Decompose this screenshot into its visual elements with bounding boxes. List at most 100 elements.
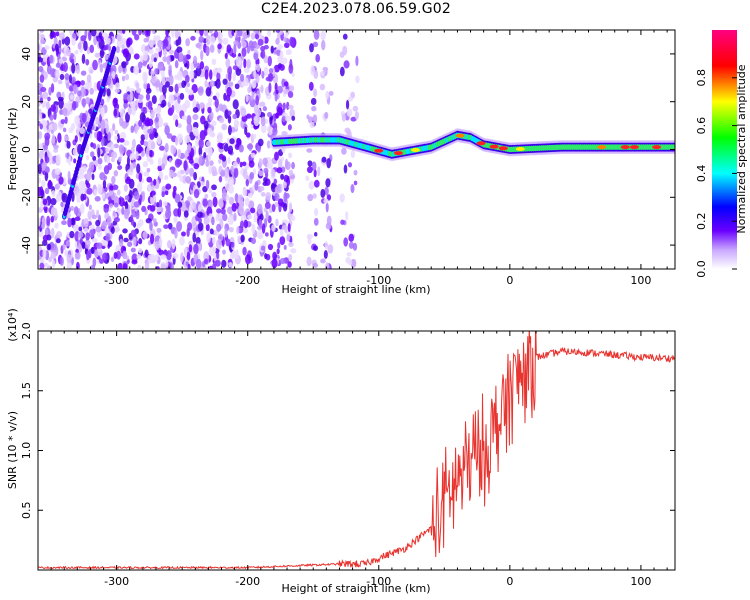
noise-blob xyxy=(339,193,345,203)
noise-blob xyxy=(266,140,271,149)
noise-blob xyxy=(145,147,150,158)
noise-blob xyxy=(328,91,334,96)
noise-blob xyxy=(53,110,57,121)
noise-blob xyxy=(254,33,260,40)
noise-blob xyxy=(70,123,76,131)
noise-blob xyxy=(248,40,254,49)
noise-blob xyxy=(239,161,243,168)
noise-blob xyxy=(204,258,209,265)
noise-blob xyxy=(121,206,125,216)
noise-blob xyxy=(64,73,70,81)
noise-blob xyxy=(326,194,332,201)
noise-blob xyxy=(38,163,42,175)
noise-blob xyxy=(175,136,179,146)
noise-blob xyxy=(158,237,163,247)
noise-blob xyxy=(126,155,130,166)
noise-blob xyxy=(341,113,347,122)
noise-blob xyxy=(78,180,85,190)
noise-blob xyxy=(171,104,175,114)
noise-blob xyxy=(50,251,57,260)
ridge-hotspot xyxy=(629,145,639,150)
noise-blob xyxy=(232,72,236,82)
noise-blob xyxy=(222,213,228,222)
noise-blob xyxy=(205,35,211,46)
noise-blob xyxy=(250,237,257,245)
noise-blob xyxy=(44,156,50,164)
noise-blob xyxy=(312,114,318,124)
noise-blob xyxy=(188,244,193,253)
noise-blob xyxy=(204,193,209,199)
noise-blob xyxy=(78,242,83,253)
noise-blob xyxy=(114,82,121,90)
noise-blob xyxy=(173,185,177,192)
noise-blob xyxy=(116,189,121,196)
noise-blob xyxy=(183,210,189,218)
noise-blob xyxy=(283,81,289,87)
noise-blob xyxy=(122,48,130,58)
noise-blob xyxy=(148,61,153,68)
noise-blob xyxy=(51,134,56,144)
noise-blob xyxy=(113,217,120,223)
noise-blob xyxy=(236,226,240,235)
noise-blob xyxy=(187,263,191,269)
noise-blob xyxy=(116,33,123,44)
noise-blob xyxy=(144,45,149,51)
noise-blob xyxy=(217,43,222,50)
noise-blob xyxy=(219,31,223,40)
noise-blob xyxy=(139,194,143,202)
noise-blob xyxy=(225,238,231,247)
noise-blob xyxy=(92,257,97,267)
ridge-hotspot xyxy=(489,144,499,149)
noise-blob xyxy=(57,96,64,102)
noise-blob xyxy=(231,203,237,212)
noise-blob xyxy=(180,252,184,263)
noise-blob xyxy=(133,191,140,200)
noise-blob xyxy=(181,231,186,237)
noise-blob xyxy=(90,30,97,37)
noise-blob xyxy=(218,117,225,124)
noise-blob xyxy=(211,263,217,269)
noise-blob xyxy=(193,171,198,181)
noise-blob xyxy=(199,61,205,70)
noise-blob xyxy=(131,105,136,116)
noise-blob xyxy=(73,158,77,164)
noise-blob xyxy=(211,120,217,127)
colorbar-tick-label: 0.4 xyxy=(695,165,708,183)
noise-blob xyxy=(75,248,79,254)
noise-blob xyxy=(91,238,98,243)
noise-blob xyxy=(64,135,69,142)
noise-blob xyxy=(65,240,71,247)
noise-blob xyxy=(274,192,280,202)
noise-blob xyxy=(192,98,197,110)
noise-blob xyxy=(50,227,55,239)
noise-blob xyxy=(240,107,247,117)
noise-blob xyxy=(146,167,151,173)
noise-blob xyxy=(274,151,279,161)
noise-blob xyxy=(217,132,224,141)
noise-blob xyxy=(150,54,155,63)
noise-blob xyxy=(228,71,232,82)
noise-blob xyxy=(261,70,265,79)
noise-blob xyxy=(149,205,156,212)
noise-blob xyxy=(114,135,118,141)
noise-blob xyxy=(287,124,292,131)
noise-blob xyxy=(209,36,216,45)
noise-blob xyxy=(72,32,77,39)
noise-blob xyxy=(286,234,291,242)
noise-blob xyxy=(240,73,245,82)
noise-blob xyxy=(129,90,134,101)
colorbar-tick-label: 0.2 xyxy=(695,212,708,230)
noise-blob xyxy=(92,59,98,71)
noise-blob xyxy=(231,250,237,259)
noise-blob xyxy=(168,49,174,55)
noise-blob xyxy=(89,87,94,95)
noise-blob xyxy=(288,85,295,92)
noise-blob xyxy=(177,207,182,218)
noise-blob xyxy=(237,194,244,205)
noise-blob xyxy=(68,30,73,36)
noise-blob xyxy=(291,161,295,170)
x-tick-label: -200 xyxy=(235,575,260,588)
noise-blob xyxy=(352,242,358,251)
noise-blob xyxy=(212,196,218,208)
